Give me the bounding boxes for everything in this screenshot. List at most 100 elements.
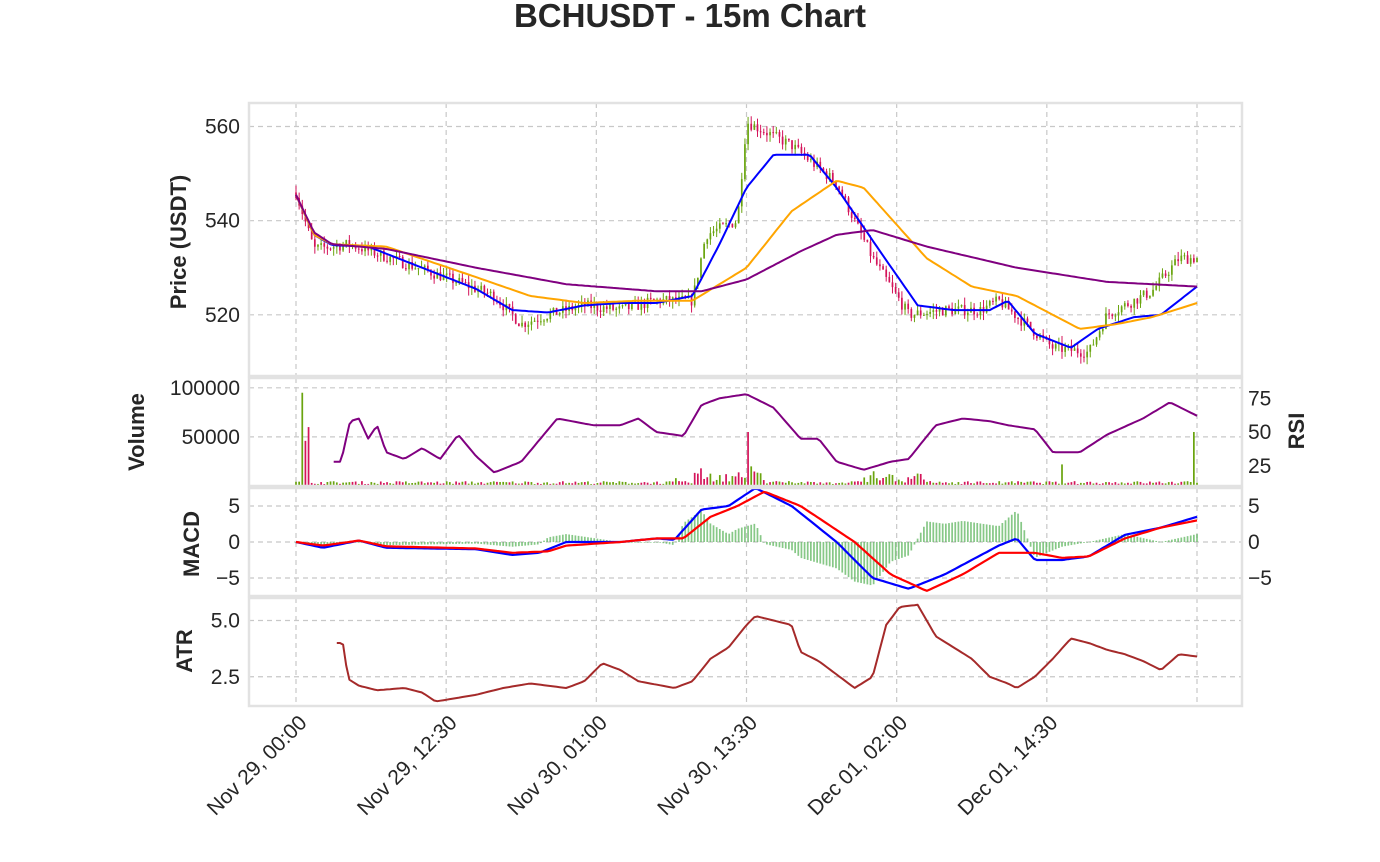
volume-bar (379, 481, 382, 486)
volume-bar (1039, 482, 1041, 486)
macd-histogram-bar (1136, 536, 1139, 542)
macd-histogram-bar (831, 542, 834, 568)
candle-body (329, 248, 332, 250)
macd-histogram-bar (448, 542, 451, 545)
volume-bar (524, 481, 527, 486)
candle-body (857, 218, 859, 224)
macd-histogram-bar (1189, 535, 1192, 542)
macd-histogram-bar (486, 542, 489, 545)
macd-histogram-bar (461, 542, 464, 544)
macd-histogram-bar (1061, 542, 1063, 547)
macd-histogram-bar (725, 532, 727, 542)
macd-histogram-bar (398, 542, 401, 545)
volume-bar (486, 482, 489, 486)
candle-body (1111, 314, 1114, 317)
volume-bar (825, 482, 828, 486)
candle-body (483, 285, 486, 293)
volume-bar (499, 482, 501, 486)
volume-bar (596, 482, 599, 486)
volume-bar (1145, 483, 1148, 486)
volume-bar (1101, 483, 1104, 486)
candle-body (643, 301, 646, 309)
candle-body (527, 324, 530, 327)
macd-histogram-bar (954, 522, 957, 542)
macd-histogram-bar (508, 542, 511, 547)
volume-bar (957, 482, 960, 486)
macd-histogram-bar (731, 531, 734, 542)
macd-histogram-bar (926, 521, 928, 542)
candle-body (1064, 346, 1067, 352)
candle-body (1180, 255, 1183, 262)
macd-histogram-bar (778, 542, 781, 548)
macd-histogram-bar (803, 542, 806, 560)
volume-bar (631, 482, 633, 486)
candle-body (1158, 277, 1161, 286)
macd-histogram-bar (665, 542, 668, 544)
candle-body (747, 123, 749, 145)
macd-histogram-bar (756, 528, 759, 542)
candle-body (1029, 321, 1032, 329)
candle-body (458, 277, 461, 283)
macd-histogram-bar (775, 542, 778, 547)
macd-histogram-bar (1180, 537, 1183, 542)
volume-bar (929, 481, 932, 486)
macd-histogram-bar (938, 523, 941, 542)
atr-tick-label: 5.0 (211, 610, 240, 633)
candle-body (1095, 337, 1098, 345)
macd-histogram-bar (514, 542, 517, 547)
volume-bar (1111, 483, 1114, 486)
volume-bar (963, 481, 966, 486)
candle-body (1149, 295, 1151, 298)
volume-bar (809, 481, 812, 486)
volume-bar (1070, 482, 1073, 486)
volume-bar (348, 482, 351, 486)
macd-histogram-bar (1026, 538, 1029, 542)
macd-histogram-bar (1039, 542, 1041, 556)
macd-histogram-bar (602, 539, 605, 542)
macd-histogram-bar (1095, 540, 1098, 542)
candle-body (1092, 344, 1095, 346)
candle-body (1086, 351, 1088, 358)
volume-bar (521, 483, 523, 486)
macd-histogram-bar (1067, 542, 1070, 546)
volume-bar (1171, 481, 1173, 486)
ma-mid-line (295, 180, 1198, 330)
macd-histogram-bar (976, 523, 979, 542)
macd-histogram-bar (904, 542, 906, 557)
volume-bar (1120, 482, 1123, 486)
volume-bar (1051, 482, 1054, 486)
candle-body (703, 243, 705, 259)
macd-histogram-bar (530, 542, 533, 546)
volume-bar (445, 481, 448, 486)
volume-bar (819, 482, 822, 486)
rsi-line (333, 393, 1198, 474)
volume-bar (769, 482, 771, 486)
candle-body (951, 308, 953, 315)
candle-body (411, 262, 414, 269)
macd-histogram-bar (408, 542, 410, 545)
volume-bar (417, 481, 420, 486)
macd-histogram-bar (411, 542, 414, 545)
candle-body (631, 302, 633, 310)
volume-bar (869, 475, 872, 486)
candle-body (762, 132, 765, 134)
rsi-tick-label: 25 (1248, 455, 1271, 478)
panel-frame (247, 101, 1244, 378)
macd-histogram-bar (835, 542, 837, 569)
macd-histogram-bar (828, 542, 831, 567)
macd-histogram-bar (540, 542, 542, 544)
candle-body (740, 179, 743, 207)
volume-bar (1083, 483, 1085, 486)
macd-histogram-bar (681, 526, 684, 542)
macd-histogram-bar (712, 525, 715, 542)
macd-histogram-bar (819, 542, 822, 564)
macd-histogram-bar (1029, 542, 1032, 547)
volume-bar (838, 482, 840, 486)
volume-bar (797, 482, 800, 486)
macd-histogram-bar (546, 538, 549, 542)
volume-bar (1142, 483, 1145, 486)
candle-body (872, 256, 875, 258)
macd-histogram-bar (948, 523, 950, 542)
volume-bar (718, 475, 721, 486)
macd-histogram-bar (656, 542, 658, 543)
